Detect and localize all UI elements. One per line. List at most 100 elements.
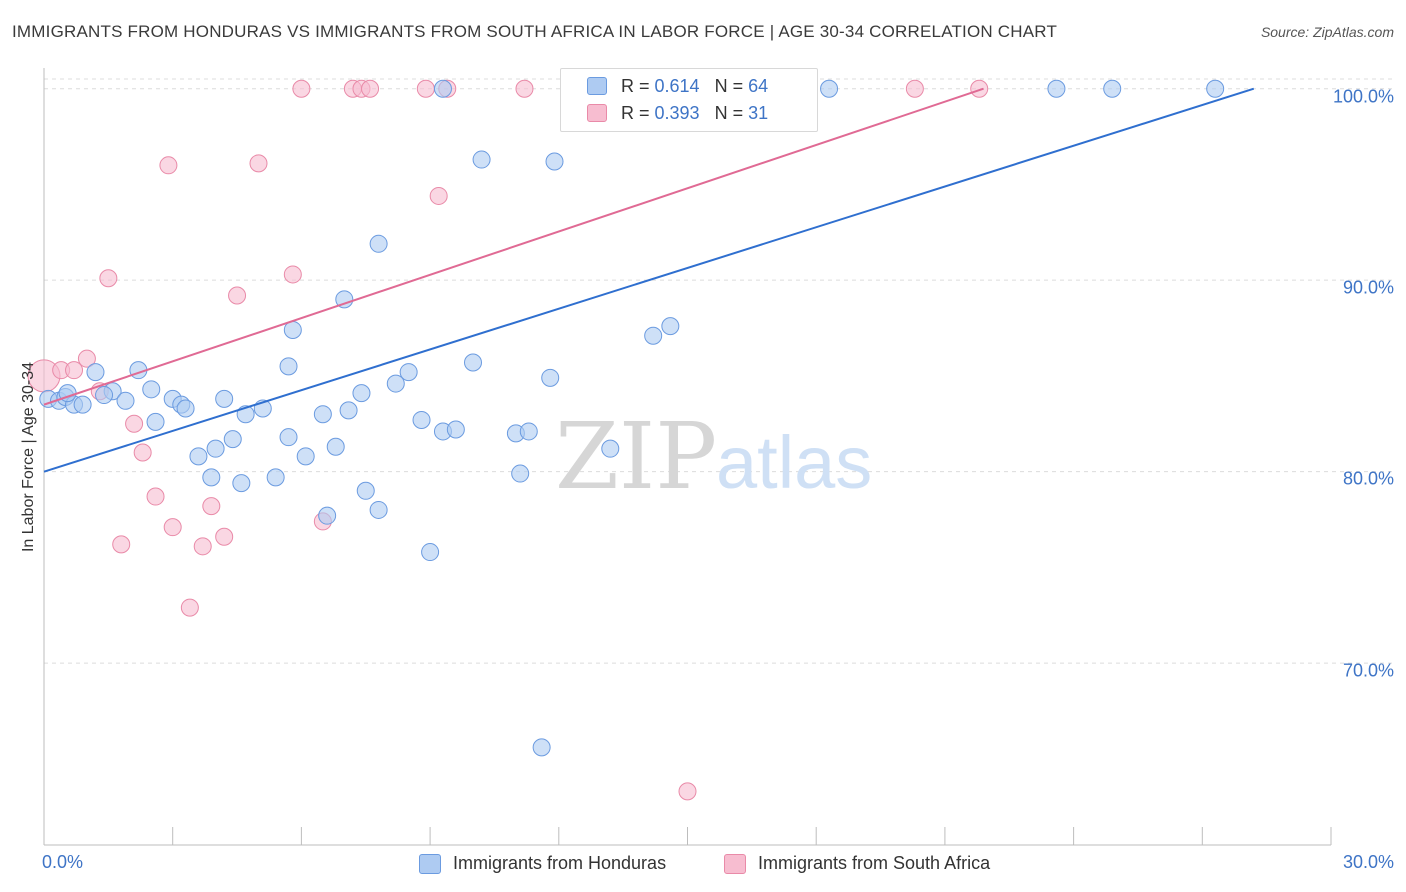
data-point-honduras: [1047, 79, 1066, 98]
data-point-honduras: [511, 464, 530, 483]
correlation-legend: R = 0.614 N = 64 R = 0.393 N = 31: [560, 68, 818, 132]
data-point-honduras: [95, 386, 114, 405]
watermark-zip: ZIP: [555, 403, 717, 510]
bottom-legend-label: Immigrants from South Africa: [758, 853, 991, 873]
data-point-south-africa: [515, 79, 534, 98]
data-point-honduras: [541, 368, 560, 387]
data-point-honduras: [545, 152, 564, 171]
data-point-honduras: [86, 363, 105, 382]
legend-swatch-blue: [587, 77, 607, 95]
trendline-honduras: [43, 87, 1255, 473]
data-point-south-africa: [905, 79, 924, 98]
data-point-honduras: [223, 430, 242, 449]
legend-n-value: 31: [748, 103, 769, 123]
data-point-south-africa: [65, 361, 84, 380]
source-credit: Source: ZipAtlas.com: [1260, 24, 1394, 40]
y-tick-label-80: 80.0%: [1342, 468, 1394, 489]
legend-n-value: 64: [748, 76, 769, 96]
data-point-south-africa: [193, 537, 212, 556]
data-point-honduras: [326, 437, 345, 456]
trendline-south-africa: [43, 87, 984, 406]
data-point-honduras: [399, 363, 418, 382]
axes: [43, 68, 1332, 846]
legend-r-value: 0.614: [654, 76, 700, 96]
x-tick-label-min: 0.0%: [42, 852, 84, 872]
data-point-south-africa: [215, 527, 234, 546]
data-point-honduras: [318, 506, 337, 525]
data-point-south-africa: [99, 269, 118, 288]
y-tick-label-100: 100.0%: [1332, 86, 1394, 107]
data-point-honduras: [412, 410, 431, 429]
data-point-south-africa: [292, 79, 311, 98]
chart-title: IMMIGRANTS FROM HONDURAS VS IMMIGRANTS F…: [12, 22, 1058, 41]
data-point-south-africa: [163, 518, 182, 537]
data-point-honduras: [335, 290, 354, 309]
data-point-honduras: [421, 543, 440, 562]
data-point-south-africa: [133, 443, 152, 462]
data-point-honduras: [386, 374, 405, 393]
data-point-honduras: [142, 380, 161, 399]
data-point-honduras: [369, 500, 388, 519]
bottom-legend-swatch-pink: [724, 854, 746, 874]
data-point-south-africa: [159, 156, 178, 175]
data-point-honduras: [206, 439, 225, 458]
y-axis-label: In Labor Force | Age 30-34: [20, 361, 37, 553]
data-point-south-africa: [180, 598, 199, 617]
bottom-legend-swatch-blue: [419, 854, 441, 874]
data-point-honduras: [356, 481, 375, 500]
data-point-south-africa: [202, 497, 221, 516]
data-point-south-africa: [678, 782, 697, 801]
data-point-honduras: [472, 150, 491, 169]
x-tick-label-max: 30.0%: [1342, 852, 1394, 872]
data-point-honduras: [176, 399, 195, 418]
data-point-honduras: [446, 420, 465, 439]
data-point-honduras: [661, 317, 680, 336]
legend-n-label: N =: [714, 103, 749, 123]
data-point-south-africa: [970, 79, 989, 98]
legend-r-label: R =: [621, 103, 655, 123]
data-point-honduras: [313, 405, 332, 424]
data-point-honduras: [433, 79, 452, 98]
watermark-atlas: atlas: [716, 421, 872, 504]
data-point-honduras: [232, 474, 251, 493]
data-point-honduras: [296, 447, 315, 466]
y-tick-label-90: 90.0%: [1342, 277, 1394, 298]
data-point-honduras: [352, 384, 371, 403]
data-point-south-africa: [112, 535, 131, 554]
data-point-south-africa: [125, 414, 144, 433]
data-point-honduras: [116, 391, 135, 410]
data-point-honduras: [1206, 79, 1225, 98]
bottom-legend-label: Immigrants from Honduras: [453, 853, 667, 873]
gridlines: [44, 78, 1395, 664]
data-point-honduras: [369, 234, 388, 253]
data-point-south-africa: [146, 487, 165, 506]
data-point-honduras: [73, 395, 92, 414]
watermark: ZIP atlas: [555, 403, 872, 510]
data-point-south-africa: [249, 154, 268, 173]
y-tick-label-70: 70.0%: [1342, 660, 1394, 681]
data-point-honduras: [601, 439, 620, 458]
data-point-south-africa: [283, 265, 302, 284]
data-point-honduras: [644, 326, 663, 345]
legend-swatch-pink: [587, 104, 607, 122]
data-point-honduras: [266, 468, 285, 487]
data-point-south-africa: [429, 186, 448, 205]
data-point-honduras: [215, 389, 234, 408]
legend-n-label: N =: [714, 76, 749, 96]
data-point-south-africa: [228, 286, 247, 305]
data-point-honduras: [339, 401, 358, 420]
data-point-honduras: [1103, 79, 1122, 98]
data-point-honduras: [279, 357, 298, 376]
legend-r-value: 0.393: [654, 103, 700, 123]
trendlines: [43, 87, 1255, 473]
data-point-honduras: [464, 353, 482, 372]
data-point-south-africa: [77, 349, 96, 368]
data-point-south-africa: [416, 79, 435, 98]
legend-r-label: R =: [621, 76, 655, 96]
data-point-south-africa: [361, 79, 380, 98]
data-point-honduras: [146, 412, 165, 431]
data-point-honduras: [519, 422, 538, 441]
data-point-honduras: [202, 468, 221, 487]
data-point-honduras: [189, 447, 208, 466]
